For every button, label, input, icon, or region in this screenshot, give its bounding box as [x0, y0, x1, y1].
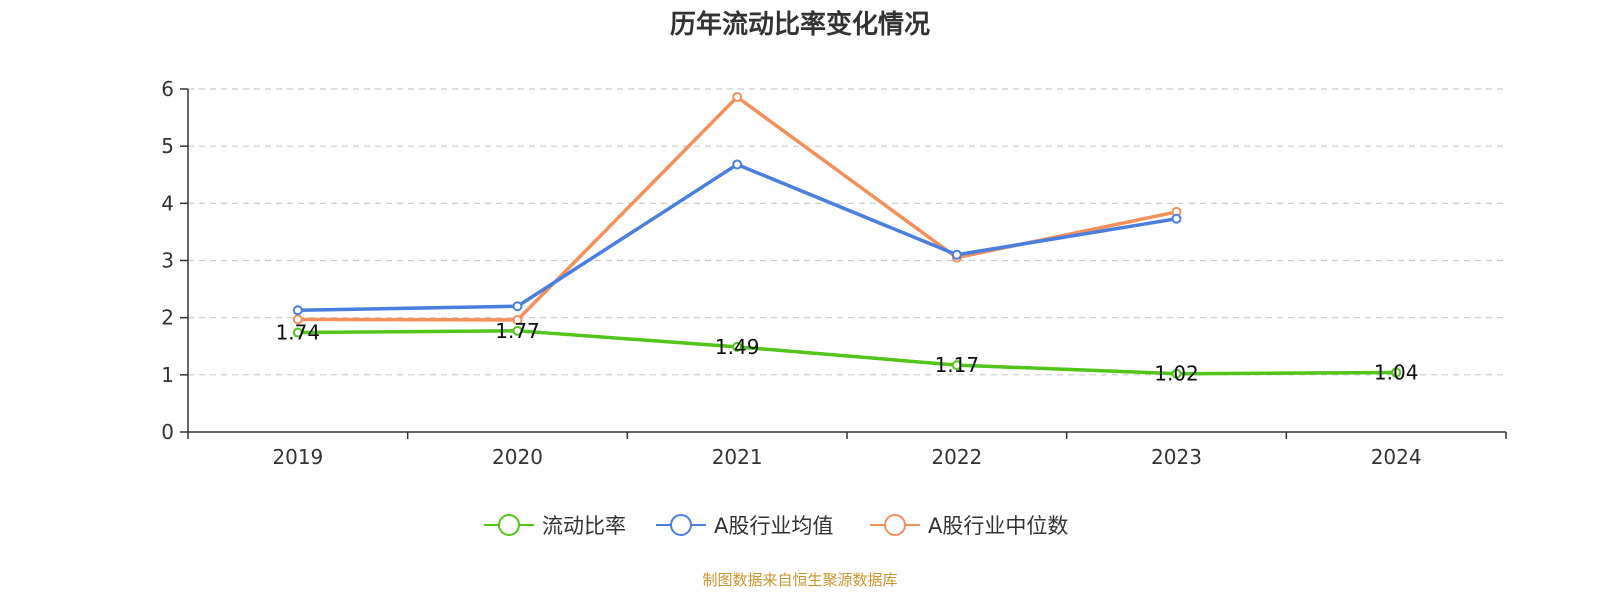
y-tick-label: 3	[161, 249, 174, 273]
legend-item[interactable]: A股行业均值	[656, 514, 833, 538]
x-tick-label: 2021	[712, 445, 763, 469]
y-tick-label: 4	[161, 191, 174, 215]
data-point[interactable]	[512, 325, 523, 336]
y-tick-label: 1	[161, 363, 174, 387]
legend-item[interactable]: A股行业中位数	[870, 514, 1068, 538]
y-tick-label: 6	[161, 77, 174, 101]
axes: 0 1 2 3 4 5 6 2019 2020 2021 2022 2023 2024	[161, 77, 1507, 469]
y-tick-label: 0	[161, 420, 174, 444]
legend-label: 流动比率	[542, 514, 626, 538]
series-line	[297, 95, 1177, 322]
source-note: 制图数据来自恒生聚源数据库	[702, 571, 897, 589]
legend[interactable]: 流动比率 A股行业均值 A股行业中位数	[484, 514, 1068, 538]
data-point[interactable]	[512, 301, 523, 312]
legend-label: A股行业均值	[714, 514, 833, 538]
legend-label: A股行业中位数	[928, 514, 1068, 538]
data-point[interactable]	[292, 305, 303, 316]
data-point[interactable]	[1171, 213, 1182, 224]
series-line	[297, 329, 1397, 376]
x-tick-label: 2019	[272, 445, 323, 469]
chart-title: 历年流动比率变化情况	[670, 9, 930, 40]
series-1	[292, 159, 1182, 316]
series-line	[297, 162, 1177, 312]
data-label: 1.04	[1374, 361, 1419, 385]
data-point[interactable]	[732, 341, 743, 352]
legend-marker	[670, 514, 692, 536]
legend-marker	[498, 514, 520, 536]
data-point[interactable]	[951, 360, 962, 371]
data-label: 1.17	[935, 353, 980, 377]
data-point[interactable]	[951, 249, 962, 260]
data-point[interactable]	[512, 314, 523, 325]
data-point[interactable]	[292, 314, 303, 325]
y-tick-label: 5	[161, 134, 174, 158]
data-label: 1.74	[276, 321, 321, 345]
data-point[interactable]	[732, 159, 743, 170]
series-lines	[292, 92, 1402, 379]
y-tick-label: 2	[161, 306, 174, 330]
data-point[interactable]	[1391, 367, 1402, 378]
data-label: 1.49	[715, 335, 760, 359]
data-label: 1.02	[1154, 362, 1199, 386]
x-tick-label: 2022	[931, 445, 982, 469]
data-point[interactable]	[732, 92, 743, 103]
data-labels: 1.74 1.77 1.49 1.17 1.02 1.04	[276, 319, 1419, 386]
data-point[interactable]	[292, 327, 303, 338]
legend-item[interactable]: 流动比率	[484, 514, 626, 538]
series-2	[292, 92, 1182, 325]
data-point[interactable]	[1171, 368, 1182, 379]
x-tick-label: 2020	[492, 445, 543, 469]
x-tick-label: 2024	[1371, 445, 1422, 469]
data-label: 1.77	[495, 319, 540, 343]
legend-marker	[884, 514, 906, 536]
x-tick-label: 2023	[1151, 445, 1202, 469]
series-0	[292, 325, 1402, 379]
